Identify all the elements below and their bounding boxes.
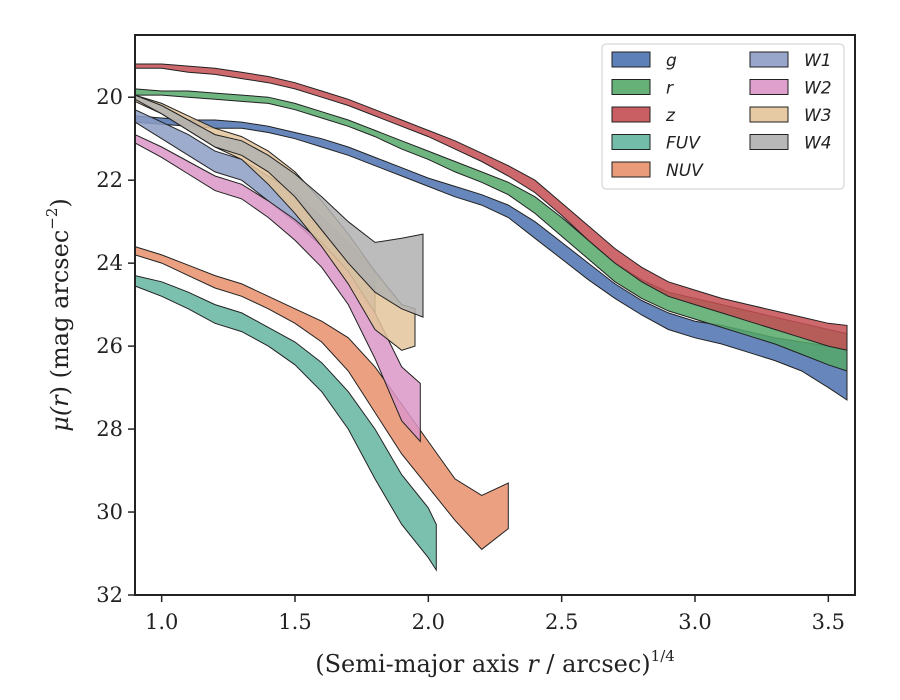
y-tick-label: 20 (96, 85, 123, 109)
legend-swatch-g (611, 51, 651, 68)
plot-frame (134, 34, 856, 596)
x-tick-label: 2.0 (412, 610, 445, 634)
x-axis-title-pre: (Semi-major axis (315, 650, 527, 678)
y-axis-title-var: r (46, 394, 74, 407)
legend-label-w2: W2 (804, 79, 832, 99)
x-axis-title-var: r (527, 650, 540, 678)
legend: grz FUV NUV W1 W2 W3 W4 (601, 43, 845, 190)
x-axis-ticks: 1.0 1.5 2.0 2.5 3.0 3.5 (145, 595, 845, 634)
legend-label-w4: W4 (804, 134, 832, 154)
band-fuv (134, 274, 437, 572)
legend-swatch-z (611, 106, 651, 123)
legend-label-z: z (665, 106, 676, 126)
x-tick-label: 1.0 (145, 610, 178, 634)
legend-swatch-w4 (749, 134, 789, 150)
band-g (134, 115, 848, 401)
y-tick-label: 26 (96, 334, 123, 358)
y-tick-label: 28 (96, 417, 123, 441)
legend-swatch-w3 (749, 106, 789, 123)
legend-swatch-w2 (749, 79, 789, 95)
x-axis-title-post: / arcsec) (539, 650, 651, 678)
legend-label-r: r (666, 79, 674, 99)
legend-swatch-fuv (611, 134, 651, 150)
y-tick-label: 24 (96, 251, 123, 275)
band-w4 (134, 94, 424, 318)
legend-swatch-nuv (611, 161, 651, 178)
x-tick-label: 1.5 (278, 610, 311, 634)
x-axis-title-exponent: 1/4 (651, 647, 675, 665)
band-w2 (134, 133, 421, 443)
y-axis-title-pre: μ( (46, 406, 74, 432)
legend-label-g: g (666, 51, 677, 71)
y-axis-title-post: ) (46, 198, 74, 207)
y-axis-title-mid: ) (mag arcsec (46, 230, 74, 396)
y-tick-label: 30 (96, 500, 123, 524)
y-axis-title-exponent: −2 (43, 208, 61, 230)
x-tick-label: 3.5 (812, 610, 845, 634)
legend-label-nuv: NUV (666, 161, 704, 181)
y-tick-label: 32 (96, 583, 123, 607)
data-bands (134, 63, 848, 572)
legend-label-fuv: FUV (666, 134, 701, 154)
y-tick-label: 22 (96, 168, 123, 192)
legend-label-w1: W1 (804, 51, 832, 71)
legend-swatch-w1 (749, 51, 789, 68)
y-axis-title: μ(r) (mag arcsec−2) (43, 198, 74, 432)
y-axis-ticks: 20 22 24 26 28 30 32 (96, 85, 135, 607)
x-tick-label: 2.5 (545, 610, 578, 634)
x-tick-label: 3.0 (678, 610, 711, 634)
x-axis-title: (Semi-major axis r / arcsec)1/4 (315, 647, 675, 678)
band-z (134, 63, 848, 351)
legend-swatch-r (611, 79, 651, 95)
band-nuv (134, 245, 509, 551)
legend-label-w3: W3 (804, 106, 832, 126)
band-r (134, 88, 848, 372)
